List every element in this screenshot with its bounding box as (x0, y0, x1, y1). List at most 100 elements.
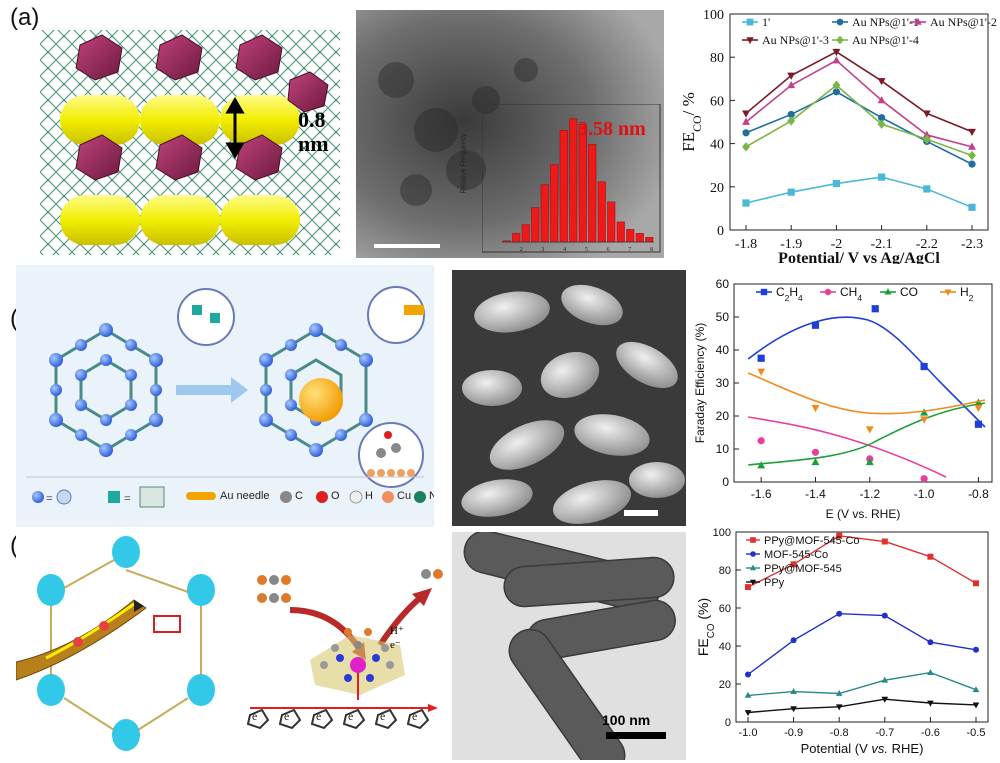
chart1-ytick-label: 20 (716, 409, 730, 423)
histogram-bar (540, 184, 549, 243)
chart1-data-point (757, 437, 765, 445)
chart0-xtick-label: -1.8 (735, 237, 757, 252)
chart1-ytick-label: 50 (716, 310, 730, 324)
chart2-data-point (790, 706, 797, 713)
chart2-series-3 (744, 696, 980, 717)
chart0-data-point (878, 114, 886, 122)
electron-label-2: e (284, 709, 290, 723)
chart0-ylabel: FECO/ % (679, 92, 704, 152)
chart2-ytick-label: 20 (719, 679, 731, 691)
chart2-data-point (835, 704, 843, 711)
chart1-data-point (974, 420, 983, 428)
tem-image-nanoparticles: 2 3 4 5 6 7 8 Relative Frequency 3.58 nm (356, 10, 664, 258)
chart2-data-point (745, 671, 751, 678)
chart2-data-point (790, 688, 797, 694)
chart-fe-co-potential-agcl: 0 20 40 60 80 100 -1.8 -1.9 -2 -2.1 -2.2 -2.3 Potent… (672, 4, 998, 264)
chart0-legend-label: Au NPs@1'-3 (762, 33, 829, 47)
histogram-bar (645, 237, 654, 243)
chart0-ytick-label: 20 (710, 181, 724, 196)
transform-arrow (176, 377, 248, 403)
chart2-data-point (927, 700, 934, 707)
chart0-data-point (968, 142, 976, 150)
histogram-bar (559, 130, 568, 243)
chart1-data-point (865, 457, 874, 466)
histogram-bar (607, 201, 616, 243)
chart1-data-point (757, 461, 766, 469)
chart0-legend-label: Au NPs@1'-2 (930, 15, 997, 29)
chart2-data-point (973, 646, 979, 653)
chart0-ytick-label: 60 (710, 94, 724, 109)
chart0-series-line (745, 176, 973, 209)
mof-structure-figure (16, 530, 238, 758)
chart2-legend-entry: PPy@MOF-545 (746, 563, 842, 575)
chart0-series-2 (742, 56, 976, 150)
chart2-ytick-label: 40 (719, 641, 731, 653)
chart0-data-point (968, 203, 976, 211)
electron-label-top: e⁻ (390, 639, 401, 651)
proton-label: H⁺ (390, 625, 404, 637)
chart2-xtick-label: -0.5 (967, 727, 986, 739)
chart1-ytick-label: 0 (722, 475, 729, 489)
catalytic-mechanism-figure: H⁺ e⁻ e e e e e e (240, 530, 448, 758)
chart1-xtick-label: -1.0 (914, 487, 935, 501)
chart2-series-line (747, 535, 977, 588)
chart0-series-line (745, 84, 973, 157)
cof-schematic-figure: = = Au needle C O H Cu N (16, 265, 434, 527)
chart0-series-0 (742, 173, 976, 211)
chart2-data-point (881, 612, 888, 619)
chart1-fit-curve (748, 402, 986, 466)
chart0-series-line (745, 59, 973, 148)
chart1-legend-label: H2 (960, 285, 974, 303)
chart1-ytick-label: 60 (716, 277, 730, 291)
chart1-xtick-label: -1.2 (859, 487, 880, 501)
chart0-data-point (832, 88, 840, 96)
crystal-structure-image (40, 30, 340, 255)
chart2-legend-label: MOF-545-Co (764, 549, 828, 561)
tem-rods-image (452, 532, 686, 760)
cof-schematic-image: = = (16, 265, 434, 527)
chart1-legend-label: CH4 (840, 285, 862, 303)
chart0-data-point (878, 173, 886, 181)
chart1-data-point (865, 426, 874, 434)
chart1-data-point (920, 362, 928, 371)
chart1-series-0 (747, 305, 986, 428)
chart1-ytick-label: 30 (716, 376, 730, 390)
chart2-ytick-label: 100 (713, 528, 731, 539)
chart1-xlabel: E (V vs. RHE) (826, 507, 901, 521)
chart0-data-point (742, 110, 750, 118)
electron-label-5: e (380, 709, 386, 723)
histogram-tick-label: 2 (520, 247, 523, 253)
chart2-data-point (836, 610, 843, 617)
chart1-fit-curve (747, 372, 986, 415)
chart0-legend-entry: 1' (742, 15, 770, 29)
histogram-bar (550, 164, 559, 243)
chart2-data-point (881, 696, 889, 703)
chart0-data-point (877, 96, 886, 104)
chart0-series-line (745, 50, 973, 133)
chart0-xtick-label: -2.1 (871, 237, 893, 252)
chart0-ytick-label: 80 (710, 51, 724, 66)
sem-image-rods (452, 270, 686, 526)
chart1-series-2 (748, 398, 986, 469)
histogram-tick-label: 6 (607, 247, 610, 253)
chart1-data-point (920, 408, 929, 416)
histogram-bar (635, 233, 644, 243)
chart1-legend-entry: CH4 (820, 285, 862, 303)
chart0-xlabel: Potential/ V vs Ag/AgCl (778, 250, 940, 264)
chart2-data-point (927, 669, 934, 675)
chart2-legend-entry: PPy@MOF-545-Co (746, 535, 860, 547)
chart1-xtick-label: -1.6 (751, 487, 772, 501)
chart0-data-point (787, 116, 796, 126)
chart1-data-point (757, 368, 766, 376)
chart2-xtick-label: -0.7 (875, 727, 894, 739)
chart1-data-point (920, 416, 929, 424)
chart2-xtick-label: -1.0 (739, 727, 758, 739)
chart1-series-1 (748, 416, 947, 483)
chart1-fit-curve (748, 416, 947, 478)
ppy-backbone (246, 708, 430, 730)
legend-o: O (331, 490, 340, 502)
chart0-legend-entry: Au NPs@1'-3 (742, 33, 829, 47)
chart0-legend-entry: Au NPs@1'-4 (832, 33, 919, 47)
legend-au-needle: Au needle (220, 490, 270, 502)
chart0-data-point (742, 117, 750, 125)
